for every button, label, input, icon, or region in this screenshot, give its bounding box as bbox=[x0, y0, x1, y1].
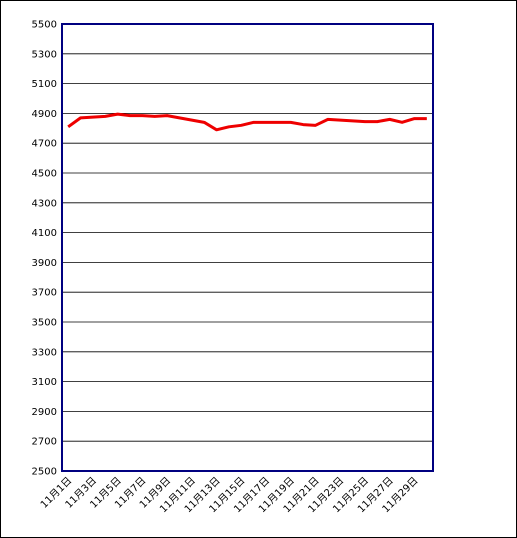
y-tick-label: 3100 bbox=[32, 377, 57, 388]
y-tick-label: 2500 bbox=[32, 467, 57, 478]
y-tick-label: 2700 bbox=[32, 437, 57, 448]
y-tick-label: 4300 bbox=[32, 198, 57, 209]
y-tick-label: 3500 bbox=[32, 318, 57, 329]
y-tick-label: 5100 bbox=[32, 79, 57, 90]
y-tick-label: 2900 bbox=[32, 407, 57, 418]
y-tick-label: 5300 bbox=[32, 49, 57, 60]
y-tick-label: 5500 bbox=[32, 20, 57, 31]
plot-border bbox=[61, 23, 434, 472]
y-tick-label: 4700 bbox=[32, 139, 57, 150]
y-tick-label: 3300 bbox=[32, 347, 57, 358]
y-tick-label: 4500 bbox=[32, 169, 57, 180]
y-tick-label: 3900 bbox=[32, 258, 57, 269]
y-tick-label: 4900 bbox=[32, 109, 57, 120]
y-tick-label: 4100 bbox=[32, 228, 57, 239]
line bbox=[67, 112, 427, 132]
y-tick-label: 3700 bbox=[32, 288, 57, 299]
